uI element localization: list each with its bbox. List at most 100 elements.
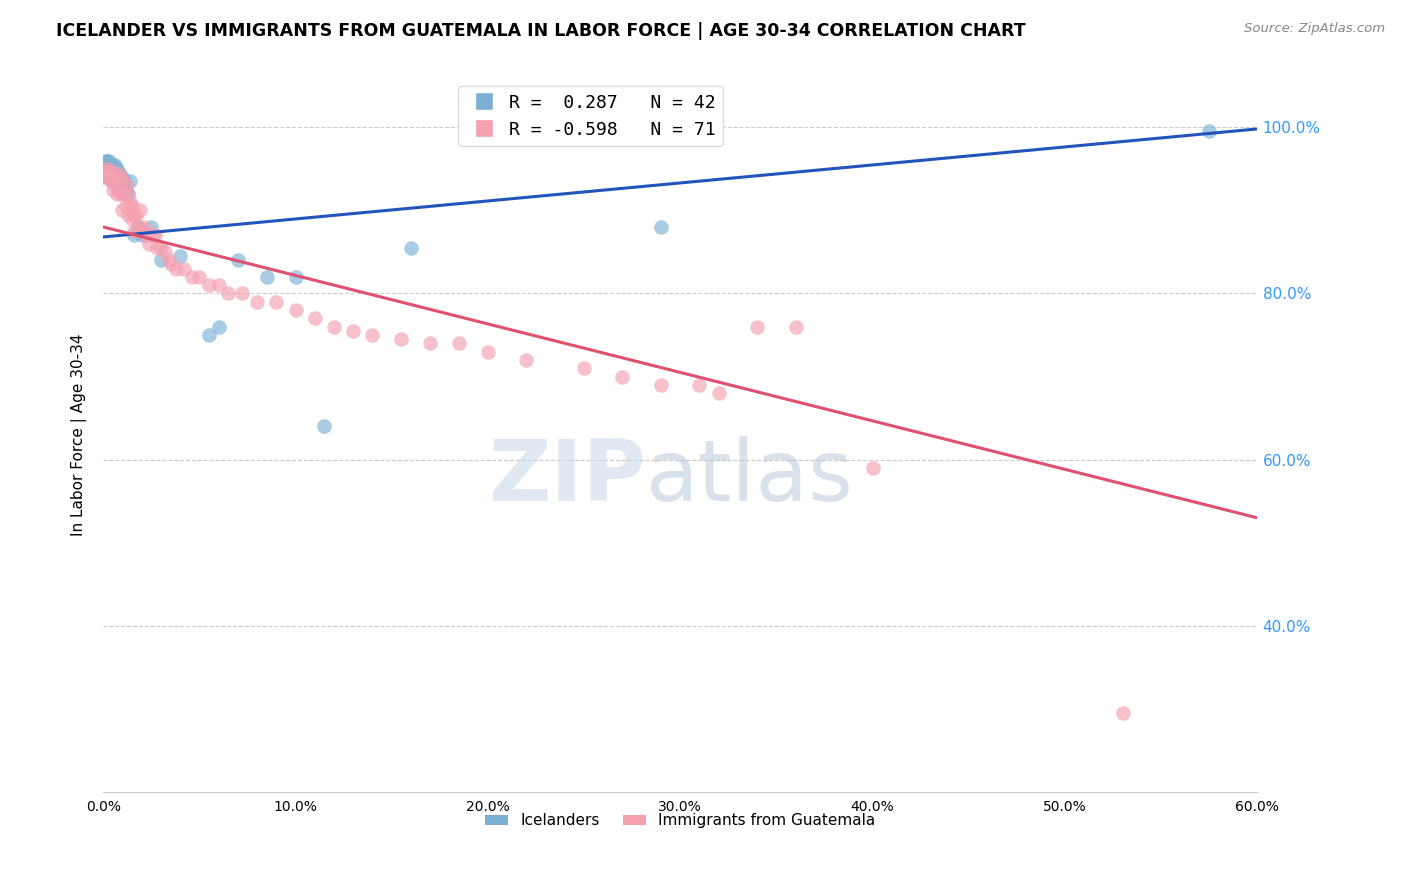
Point [98, 166, 121, 180]
Point [266, 294, 288, 309]
Point [515, 353, 537, 368]
Point [112, 174, 135, 188]
Point [120, 195, 142, 210]
Point [650, 219, 672, 234]
Point [112, 186, 135, 201]
Point [111, 170, 134, 185]
Point [342, 324, 364, 338]
Point [104, 178, 127, 193]
Point [101, 166, 124, 180]
Point [105, 166, 128, 180]
Point [650, 377, 672, 392]
Point [314, 419, 336, 434]
Point [132, 219, 155, 234]
Point [226, 253, 249, 268]
Point [198, 278, 221, 293]
Point [107, 166, 129, 180]
Point [94, 161, 117, 176]
Point [115, 199, 138, 213]
Point [111, 174, 134, 188]
Point [125, 208, 148, 222]
Point [207, 278, 229, 293]
Point [173, 261, 195, 276]
Point [246, 294, 269, 309]
Point [101, 174, 124, 188]
Point [399, 241, 422, 255]
Point [104, 170, 127, 185]
Point [477, 344, 499, 359]
Point [122, 224, 145, 238]
Point [707, 386, 730, 401]
Legend: Icelanders, Immigrants from Guatemala: Icelanders, Immigrants from Guatemala [479, 807, 882, 834]
Point [141, 219, 163, 234]
Point [122, 208, 145, 222]
Point [107, 170, 129, 185]
Point [101, 183, 124, 197]
Point [149, 253, 172, 268]
Point [121, 211, 143, 226]
Point [149, 241, 172, 255]
Point [572, 361, 595, 376]
Text: Source: ZipAtlas.com: Source: ZipAtlas.com [1244, 22, 1385, 36]
Point [104, 174, 127, 188]
Point [198, 328, 221, 343]
Point [785, 319, 807, 334]
Point [117, 186, 139, 201]
Point [107, 174, 129, 188]
Point [304, 311, 326, 326]
Point [131, 228, 153, 243]
Point [115, 183, 138, 197]
Point [146, 241, 169, 255]
Point [142, 228, 165, 243]
Point [217, 286, 239, 301]
Point [389, 332, 412, 346]
Text: ZIP: ZIP [488, 436, 645, 519]
Point [1198, 124, 1220, 138]
Point [153, 244, 176, 259]
Point [115, 178, 138, 193]
Point [105, 174, 128, 188]
Point [94, 170, 117, 185]
Point [207, 319, 229, 334]
Point [107, 183, 129, 197]
Point [122, 228, 145, 243]
Point [112, 186, 135, 201]
Point [98, 158, 121, 172]
Point [96, 158, 118, 172]
Point [120, 174, 142, 188]
Point [169, 249, 191, 263]
Point [128, 203, 150, 218]
Point [98, 161, 121, 176]
Point [135, 228, 157, 243]
Y-axis label: In Labor Force | Age 30-34: In Labor Force | Age 30-34 [72, 334, 87, 536]
Point [284, 269, 307, 284]
Point [688, 377, 710, 392]
Point [323, 319, 346, 334]
Point [98, 153, 121, 168]
Point [159, 257, 181, 271]
Point [110, 186, 132, 201]
Point [96, 166, 118, 180]
Point [105, 186, 128, 201]
Point [612, 369, 634, 384]
Point [117, 208, 139, 222]
Point [284, 303, 307, 318]
Point [100, 166, 122, 180]
Point [165, 261, 187, 276]
Point [231, 286, 253, 301]
Point [121, 199, 143, 213]
Point [862, 461, 884, 475]
Point [447, 336, 470, 351]
Point [110, 170, 132, 185]
Point [111, 183, 134, 197]
Point [256, 269, 278, 284]
Point [96, 153, 118, 168]
Point [94, 153, 117, 168]
Point [110, 170, 132, 185]
Point [131, 224, 153, 238]
Point [98, 170, 121, 185]
Point [110, 183, 132, 197]
Point [361, 328, 384, 343]
Text: ICELANDER VS IMMIGRANTS FROM GUATEMALA IN LABOR FORCE | AGE 30-34 CORRELATION CH: ICELANDER VS IMMIGRANTS FROM GUATEMALA I… [56, 22, 1026, 40]
Point [100, 174, 122, 188]
